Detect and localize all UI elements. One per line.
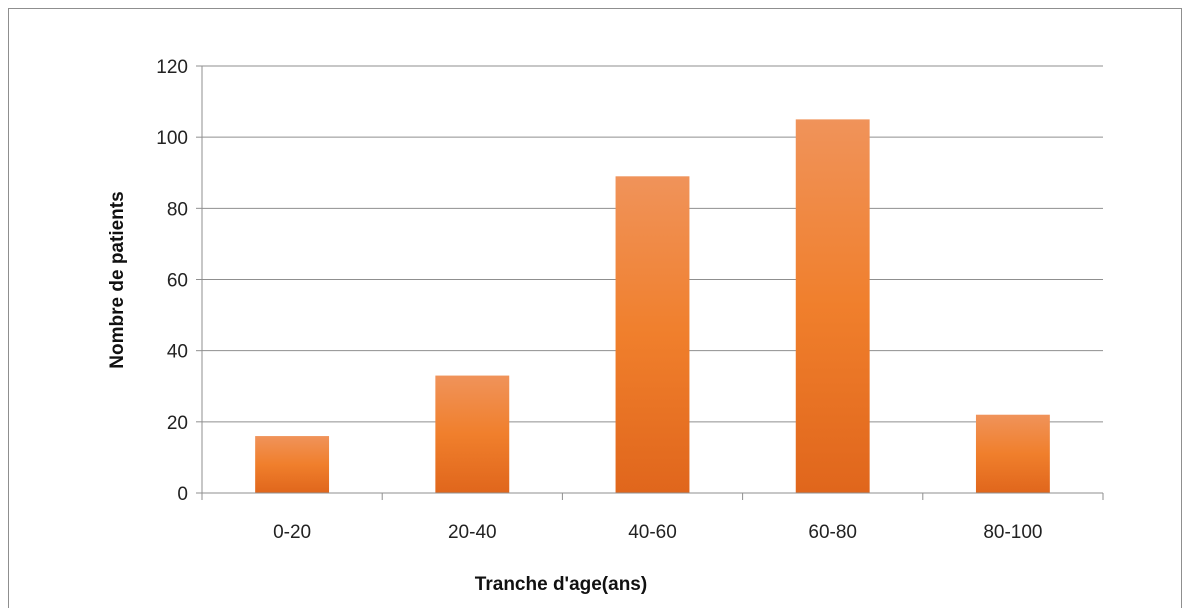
x-axis-title: Tranche d'age(ans) [475, 574, 647, 595]
bar-60-80 [795, 119, 870, 493]
bar-20-40 [435, 375, 510, 493]
y-axis-title: Nombre de patients [107, 191, 128, 368]
y-tick-label: 120 [156, 57, 188, 78]
y-tick-label: 40 [167, 342, 188, 363]
x-tick-label: 0-20 [273, 522, 311, 543]
x-tick-label: 40-60 [628, 522, 677, 543]
bar-80-100 [975, 414, 1050, 493]
y-tick-label: 60 [167, 271, 188, 292]
tick-labels: 0 20 40 60 80 100 120 0-20 20-40 40-60 60-80 80-100 [156, 57, 1042, 543]
x-tick-label: 60-80 [808, 522, 857, 543]
x-tick-label: 80-100 [983, 522, 1042, 543]
bar-40-60 [615, 176, 690, 493]
y-tick-label: 20 [167, 413, 188, 434]
axes [201, 66, 1104, 500]
chart-frame [8, 8, 1182, 608]
bar-0-20 [255, 436, 330, 493]
bars [255, 119, 1050, 493]
y-tick-label: 100 [156, 128, 188, 149]
y-tick-label: 80 [167, 199, 188, 220]
y-tick-label: 0 [177, 484, 188, 505]
x-tick-label: 20-40 [448, 522, 497, 543]
